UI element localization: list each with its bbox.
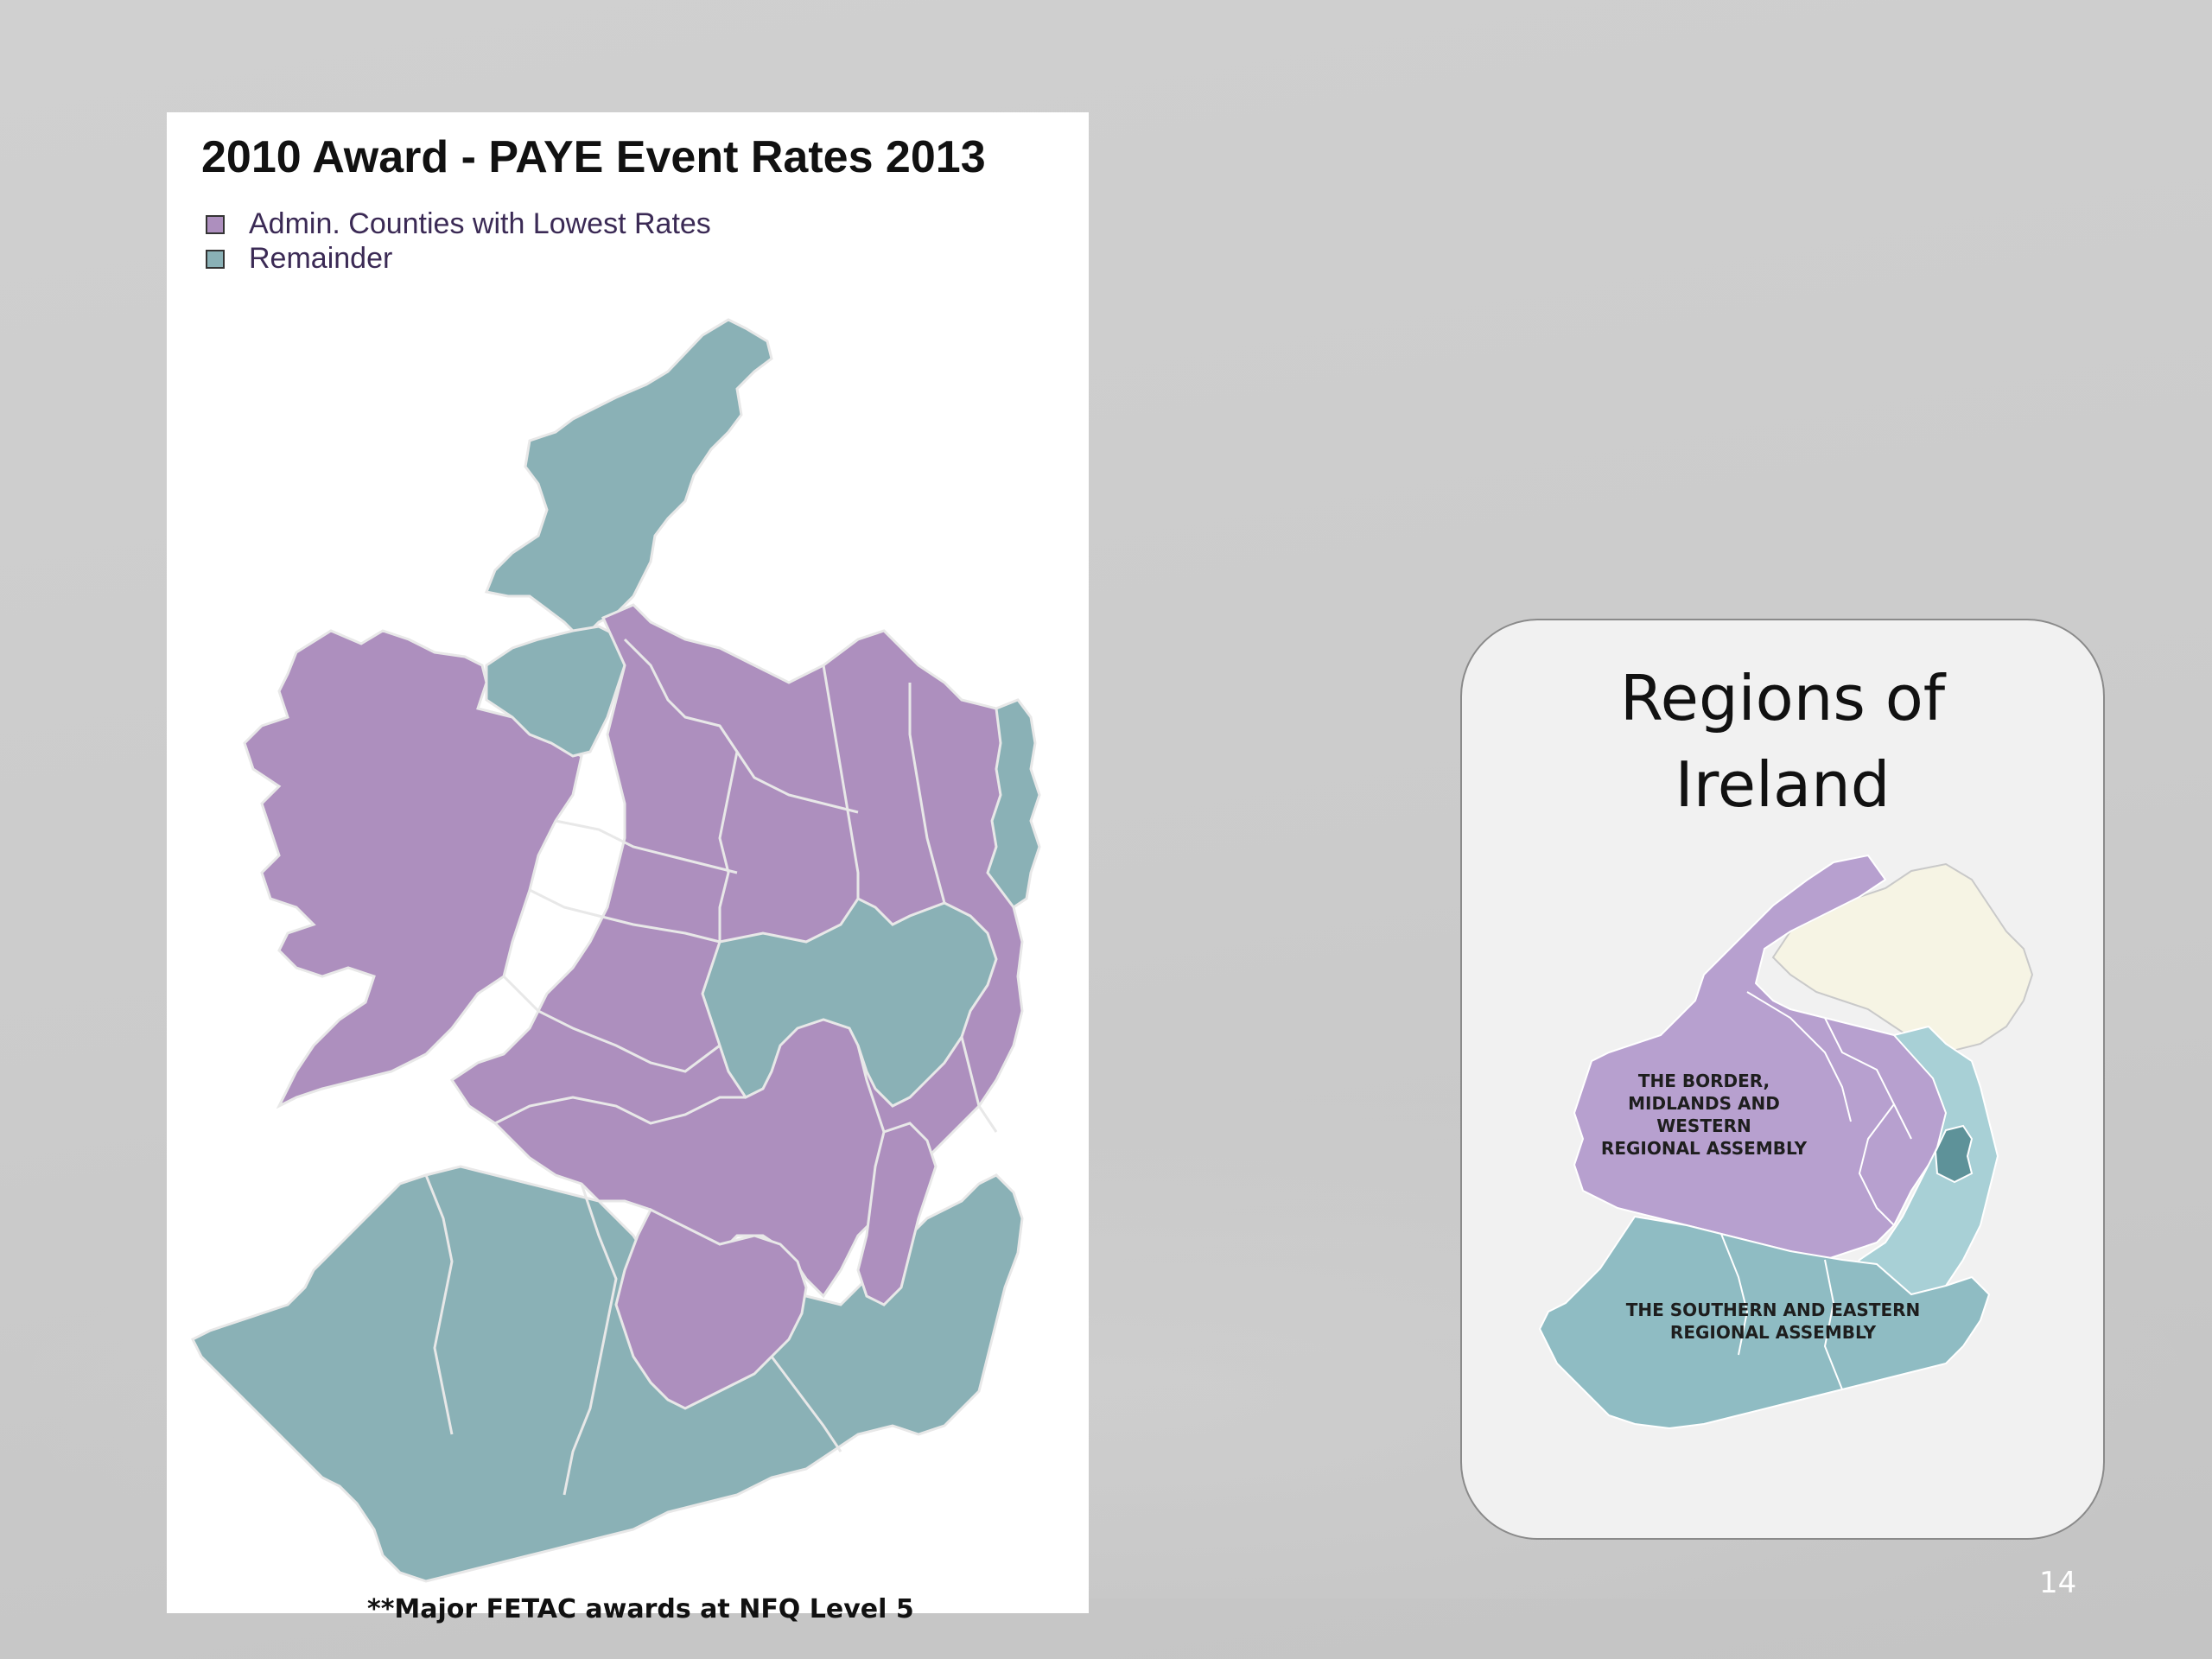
legend-label-remainder: Remainder <box>249 242 393 275</box>
county-region-sligo <box>485 625 626 758</box>
regions-card: Regions of Ireland THE BORDER, MIDLANDS … <box>1460 619 2105 1540</box>
main-map-panel: 2010 Award - PAYE Event Rates 2013 Admin… <box>167 112 1089 1613</box>
regions-county-borders <box>1720 991 1912 1390</box>
county-region-central <box>701 897 998 1108</box>
regions-title: Regions of Ireland <box>1619 662 1946 821</box>
legend-item-lowest: Admin. Counties with Lowest Rates <box>206 207 711 241</box>
county-region-tipperary <box>614 1207 808 1410</box>
region-label-bmw: THE BORDER, MIDLANDS AND WESTERN REGIONA… <box>1600 1071 1808 1159</box>
region-southern-eastern <box>1538 1215 1991 1430</box>
legend-label-lowest: Admin. Counties with Lowest Rates <box>249 207 711 240</box>
county-region-donegal <box>484 318 773 642</box>
region-dublin <box>1934 1124 1974 1184</box>
legend-swatch-lowest <box>206 214 225 234</box>
county-region-east-coast <box>986 698 1041 910</box>
map-title: 2010 Award - PAYE Event Rates 2013 <box>201 132 986 182</box>
county-region-west <box>243 629 583 1109</box>
county-region-carlow <box>856 1122 938 1306</box>
ireland-county-map <box>190 318 1041 1583</box>
page-number: 14 <box>2039 1566 2077 1600</box>
legend-item-remainder: Remainder <box>206 242 392 276</box>
legend-swatch-remainder <box>206 249 225 269</box>
county-borders <box>424 638 998 1496</box>
regions-map <box>1538 854 2034 1430</box>
region-label-southern-eastern: THE SOUTHERN AND EASTERN REGIONAL ASSEMB… <box>1625 1300 1921 1343</box>
footnote: **Major FETAC awards at NFQ Level 5 <box>367 1594 914 1624</box>
